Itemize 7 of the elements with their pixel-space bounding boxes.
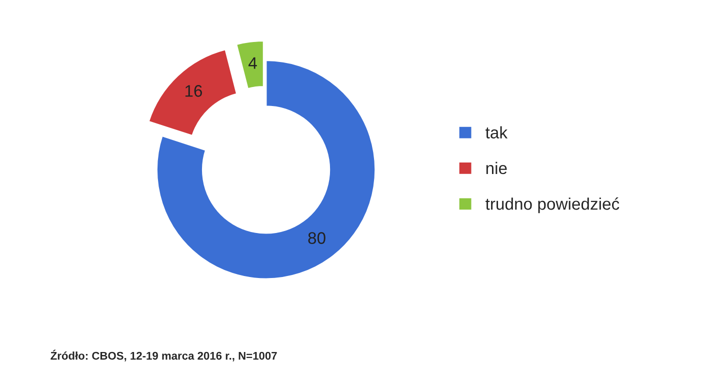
legend-label: tak [486,126,508,138]
legend-label: nie [486,162,507,174]
text: Źródło: CBOS, 12-19 marca 2016 r., N=1007 [50,350,277,362]
data-label: 4 [248,57,257,69]
legend-label: trudno powiedzieć [486,197,620,214]
data-label: 80 [308,232,326,244]
data-label: 16 [185,85,202,97]
